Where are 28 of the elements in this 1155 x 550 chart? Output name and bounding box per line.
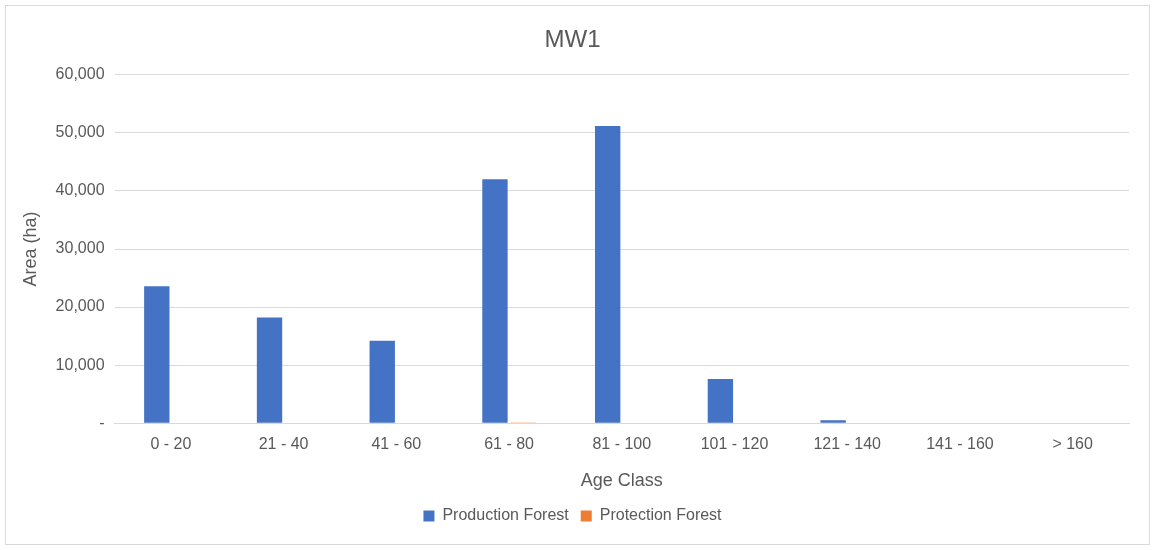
x-tick-label: 141 - 160 — [926, 435, 994, 453]
x-tick-label: 81 - 100 — [592, 435, 652, 453]
x-tick-label: 121 - 140 — [813, 435, 882, 453]
bar — [369, 340, 395, 423]
legend-label: Protection Forest — [599, 506, 723, 524]
x-axis-title: Age Class — [580, 470, 663, 491]
bar — [256, 317, 283, 423]
bar — [482, 179, 508, 423]
y-tick-label: 50,000 — [55, 123, 105, 141]
y-axis-title: Area (ha) — [19, 211, 40, 287]
bar — [707, 379, 734, 423]
y-tick-label: 40,000 — [55, 181, 105, 199]
y-tick-label: 20,000 — [55, 297, 105, 315]
x-tick-label: 101 - 120 — [700, 435, 769, 453]
x-tick-label: 41 - 60 — [371, 435, 422, 453]
legend-label: Production Forest — [442, 506, 570, 524]
y-tick-label: 60,000 — [55, 65, 105, 83]
x-tick-label: 21 - 40 — [258, 435, 309, 453]
chart-title: MW1 — [544, 25, 601, 53]
bar — [820, 420, 846, 423]
x-tick-label: > 160 — [1052, 435, 1093, 453]
y-tick-label: 10,000 — [55, 355, 105, 373]
y-tick-label: - — [99, 413, 105, 431]
x-tick-label: 61 - 80 — [484, 435, 535, 453]
y-tick-label: 30,000 — [55, 239, 105, 257]
bar — [144, 286, 170, 423]
bar — [595, 125, 621, 423]
x-tick-label: 0 - 20 — [150, 435, 192, 453]
